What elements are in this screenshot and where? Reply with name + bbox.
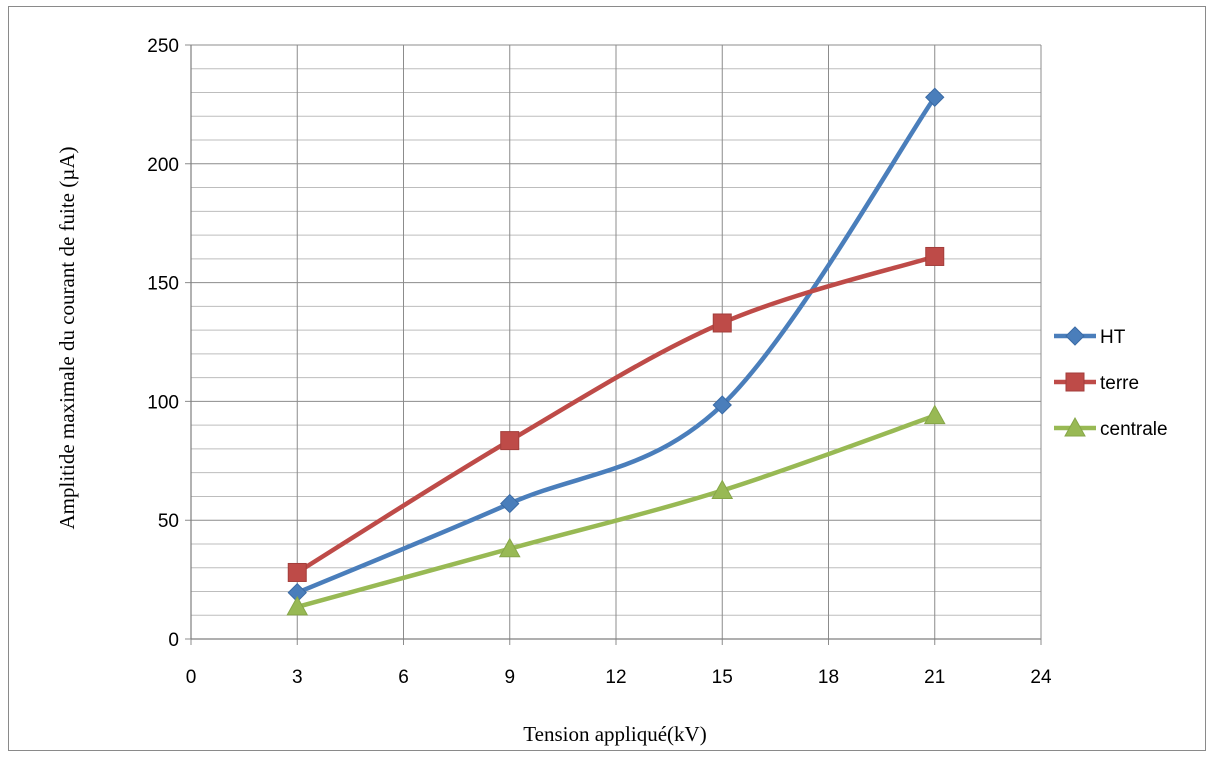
series-line-ht (295, 95, 937, 595)
series-line-terre (295, 254, 937, 575)
data-point-centrale (711, 479, 734, 499)
x-tick-label: 0 (186, 667, 197, 688)
legend-marker-terre (1065, 372, 1085, 392)
series-layer (286, 87, 946, 616)
data-point-ht (500, 493, 520, 514)
x-tick-label: 24 (1030, 667, 1052, 688)
data-point-terre (712, 313, 732, 333)
x-tick-label: 9 (504, 667, 515, 688)
y-tick-label: 200 (147, 155, 179, 176)
y-tick-label: 100 (147, 392, 179, 413)
data-point-centrale (498, 537, 521, 558)
legend-label-ht: HT (1100, 327, 1126, 348)
x-tick-label: 6 (398, 667, 409, 688)
x-axis-title: Tension appliqué(kV) (523, 722, 706, 746)
series-line-centrale (295, 413, 937, 610)
y-tick-label: 250 (147, 36, 179, 57)
data-point-centrale (923, 404, 946, 425)
data-point-terre (500, 431, 520, 451)
y-tick-label: 50 (158, 511, 179, 532)
data-point-terre (925, 246, 945, 266)
x-tick-label: 18 (818, 667, 839, 688)
data-point-terre (287, 562, 307, 582)
data-point-ht (925, 87, 945, 107)
x-tick-label: 21 (924, 667, 945, 688)
legend: HT terre centrale (1054, 326, 1168, 440)
legend-marker-ht (1065, 326, 1085, 346)
chart-frame (8, 6, 1206, 751)
y-axis-title: Amplitide maximale du courant de fuite (… (55, 147, 79, 530)
data-point-ht (712, 395, 732, 415)
axes: 0 50 100 150 200 250 0 3 6 9 12 15 18 21 24 (147, 36, 1052, 688)
legend-label-centrale: centrale (1100, 419, 1168, 440)
data-point-centrale (286, 595, 309, 616)
x-tick-label: 3 (292, 667, 303, 688)
y-tick-label: 150 (147, 274, 179, 295)
x-tick-label: 15 (712, 667, 733, 688)
legend-label-terre: terre (1100, 373, 1139, 394)
x-tick-label: 12 (605, 667, 626, 688)
y-tick-label: 0 (168, 630, 179, 651)
legend-marker-centrale (1064, 416, 1086, 437)
